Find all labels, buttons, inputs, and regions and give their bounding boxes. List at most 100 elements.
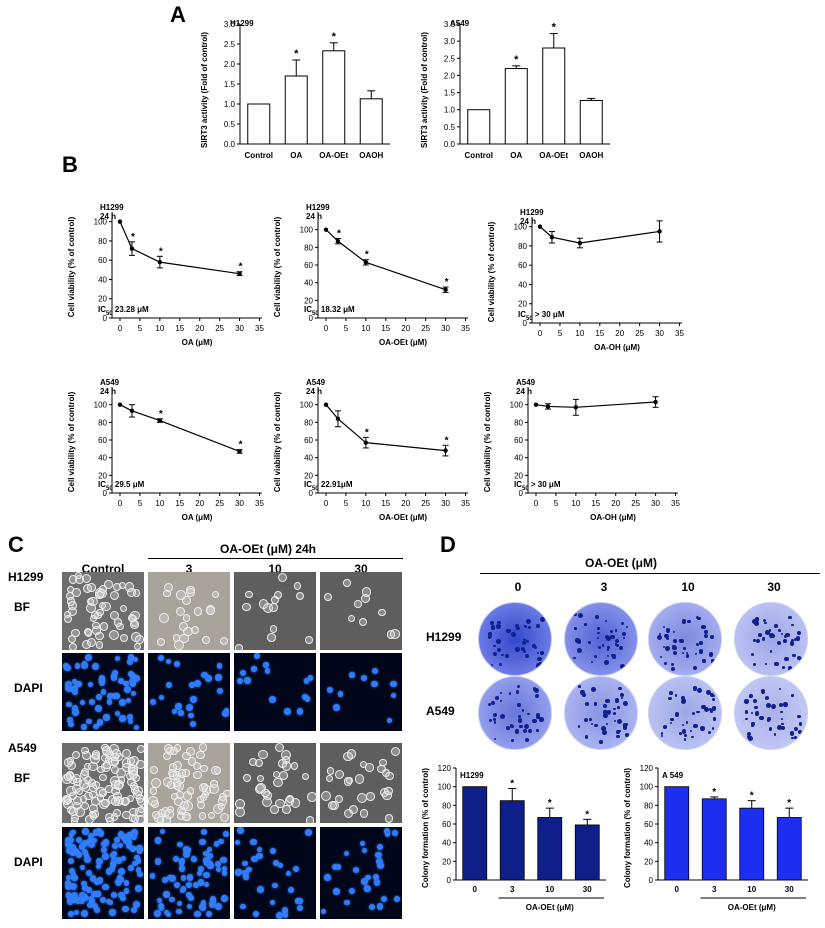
data-point	[657, 229, 662, 234]
cell-outline	[196, 751, 205, 760]
cell-outline	[235, 644, 244, 650]
colony-dot	[508, 692, 512, 695]
colony-dot	[533, 688, 539, 693]
nucleus	[69, 844, 77, 851]
cell-outline	[270, 805, 279, 814]
cell-outline	[198, 743, 208, 752]
cell-outline	[149, 766, 158, 775]
x-tick-label: 25	[635, 329, 644, 338]
y-tick-label: 100	[94, 401, 108, 410]
cell-outline	[69, 806, 79, 816]
nucleus	[100, 897, 106, 904]
x-tick-label: 10	[575, 329, 584, 338]
x-tick-label: 30	[441, 324, 450, 333]
nucleus	[75, 897, 82, 904]
colony-dot	[769, 650, 773, 654]
colony-dot	[624, 723, 628, 727]
colony-dot	[780, 711, 783, 714]
x-tick-label: 35	[675, 329, 684, 338]
colony-dot	[750, 652, 755, 656]
colony-dot	[672, 631, 675, 634]
colony-dot	[524, 724, 530, 730]
plate-row-label: H1299	[426, 630, 462, 644]
cell-outline	[150, 778, 161, 788]
cell-outline	[186, 746, 196, 756]
cell-outline	[172, 779, 181, 788]
colony-dot	[692, 686, 697, 691]
data-point	[653, 399, 658, 405]
cell-outline	[110, 796, 121, 807]
y-tick-label: 20	[442, 857, 451, 866]
x-tick-label: 20	[401, 499, 410, 508]
nucleus	[176, 908, 182, 915]
colony-dot	[669, 717, 673, 721]
nucleus	[88, 698, 95, 706]
y-tick-label: 0.0	[444, 140, 456, 149]
nucleus	[156, 897, 162, 903]
cell-outline	[345, 777, 353, 785]
x-tick-label: OA-OEt	[319, 151, 348, 160]
cell-outline	[109, 590, 119, 601]
viability-chart-h1299-oaoh: 0 20 40 60 80 100 0 5 10 15 20 25 30 35 OA-OH (μM) Cell…	[487, 208, 684, 352]
nucleus	[217, 838, 224, 845]
significance-mark: *	[159, 409, 163, 420]
cell-outline	[357, 793, 367, 804]
colony-dot	[534, 645, 537, 649]
nucleus	[186, 874, 194, 881]
colony-dot	[597, 627, 600, 630]
cell-outline	[63, 758, 73, 767]
y-tick-label: 60	[98, 256, 107, 265]
row-cell-line-label: H1299	[8, 570, 44, 584]
colony-dot	[610, 653, 614, 657]
nucleus	[92, 829, 100, 837]
cell-outline	[110, 758, 119, 766]
nucleus	[72, 689, 79, 696]
y-tick-label: 60	[518, 261, 527, 270]
ic50-label: IC50 > 30 μM	[514, 480, 561, 492]
y-tick-label: 60	[304, 261, 313, 270]
colony-dot	[522, 650, 526, 654]
nucleus	[67, 837, 74, 844]
nucleus	[115, 857, 123, 864]
cell-outline	[219, 637, 228, 646]
colony-dot	[708, 652, 714, 657]
colony-dot	[523, 625, 527, 629]
nucleus	[244, 677, 251, 684]
colony-dot	[691, 712, 696, 716]
colony-dot	[669, 721, 672, 725]
data-point	[577, 240, 583, 246]
cell-outline	[198, 812, 207, 820]
x-tick-label: 15	[595, 329, 604, 338]
nucleus	[263, 662, 269, 668]
colony-dot	[523, 728, 528, 733]
cell-outline	[275, 799, 285, 809]
colony-dot	[693, 723, 698, 729]
colony-dot	[659, 655, 663, 659]
nucleus	[215, 903, 222, 911]
nucleus	[118, 842, 124, 849]
colony-dot	[777, 629, 781, 632]
nucleus	[79, 892, 86, 899]
bar	[359, 98, 383, 145]
colony-dot	[780, 717, 784, 720]
colony-dot	[521, 709, 525, 712]
colony-dot	[577, 648, 582, 654]
y-tick-label: 120	[640, 764, 654, 773]
significance-mark: *	[294, 48, 299, 60]
cell-outline	[91, 751, 101, 761]
colony-dot	[789, 731, 795, 737]
cell-outline	[201, 635, 210, 645]
nucleus	[110, 674, 118, 681]
nucleus	[282, 907, 289, 914]
nucleus	[166, 911, 172, 917]
colony-dot	[702, 659, 706, 663]
y-tick-label: 60	[98, 436, 107, 445]
nucleus	[303, 678, 310, 684]
colony-dot	[699, 641, 704, 645]
y-tick-label: 80	[98, 418, 107, 427]
x-axis-label: OA-OEt (μM)	[379, 338, 427, 347]
nucleus	[127, 654, 135, 662]
cell-outline	[95, 590, 104, 600]
nucleus	[390, 681, 397, 688]
y-tick-label: 100	[300, 401, 314, 410]
